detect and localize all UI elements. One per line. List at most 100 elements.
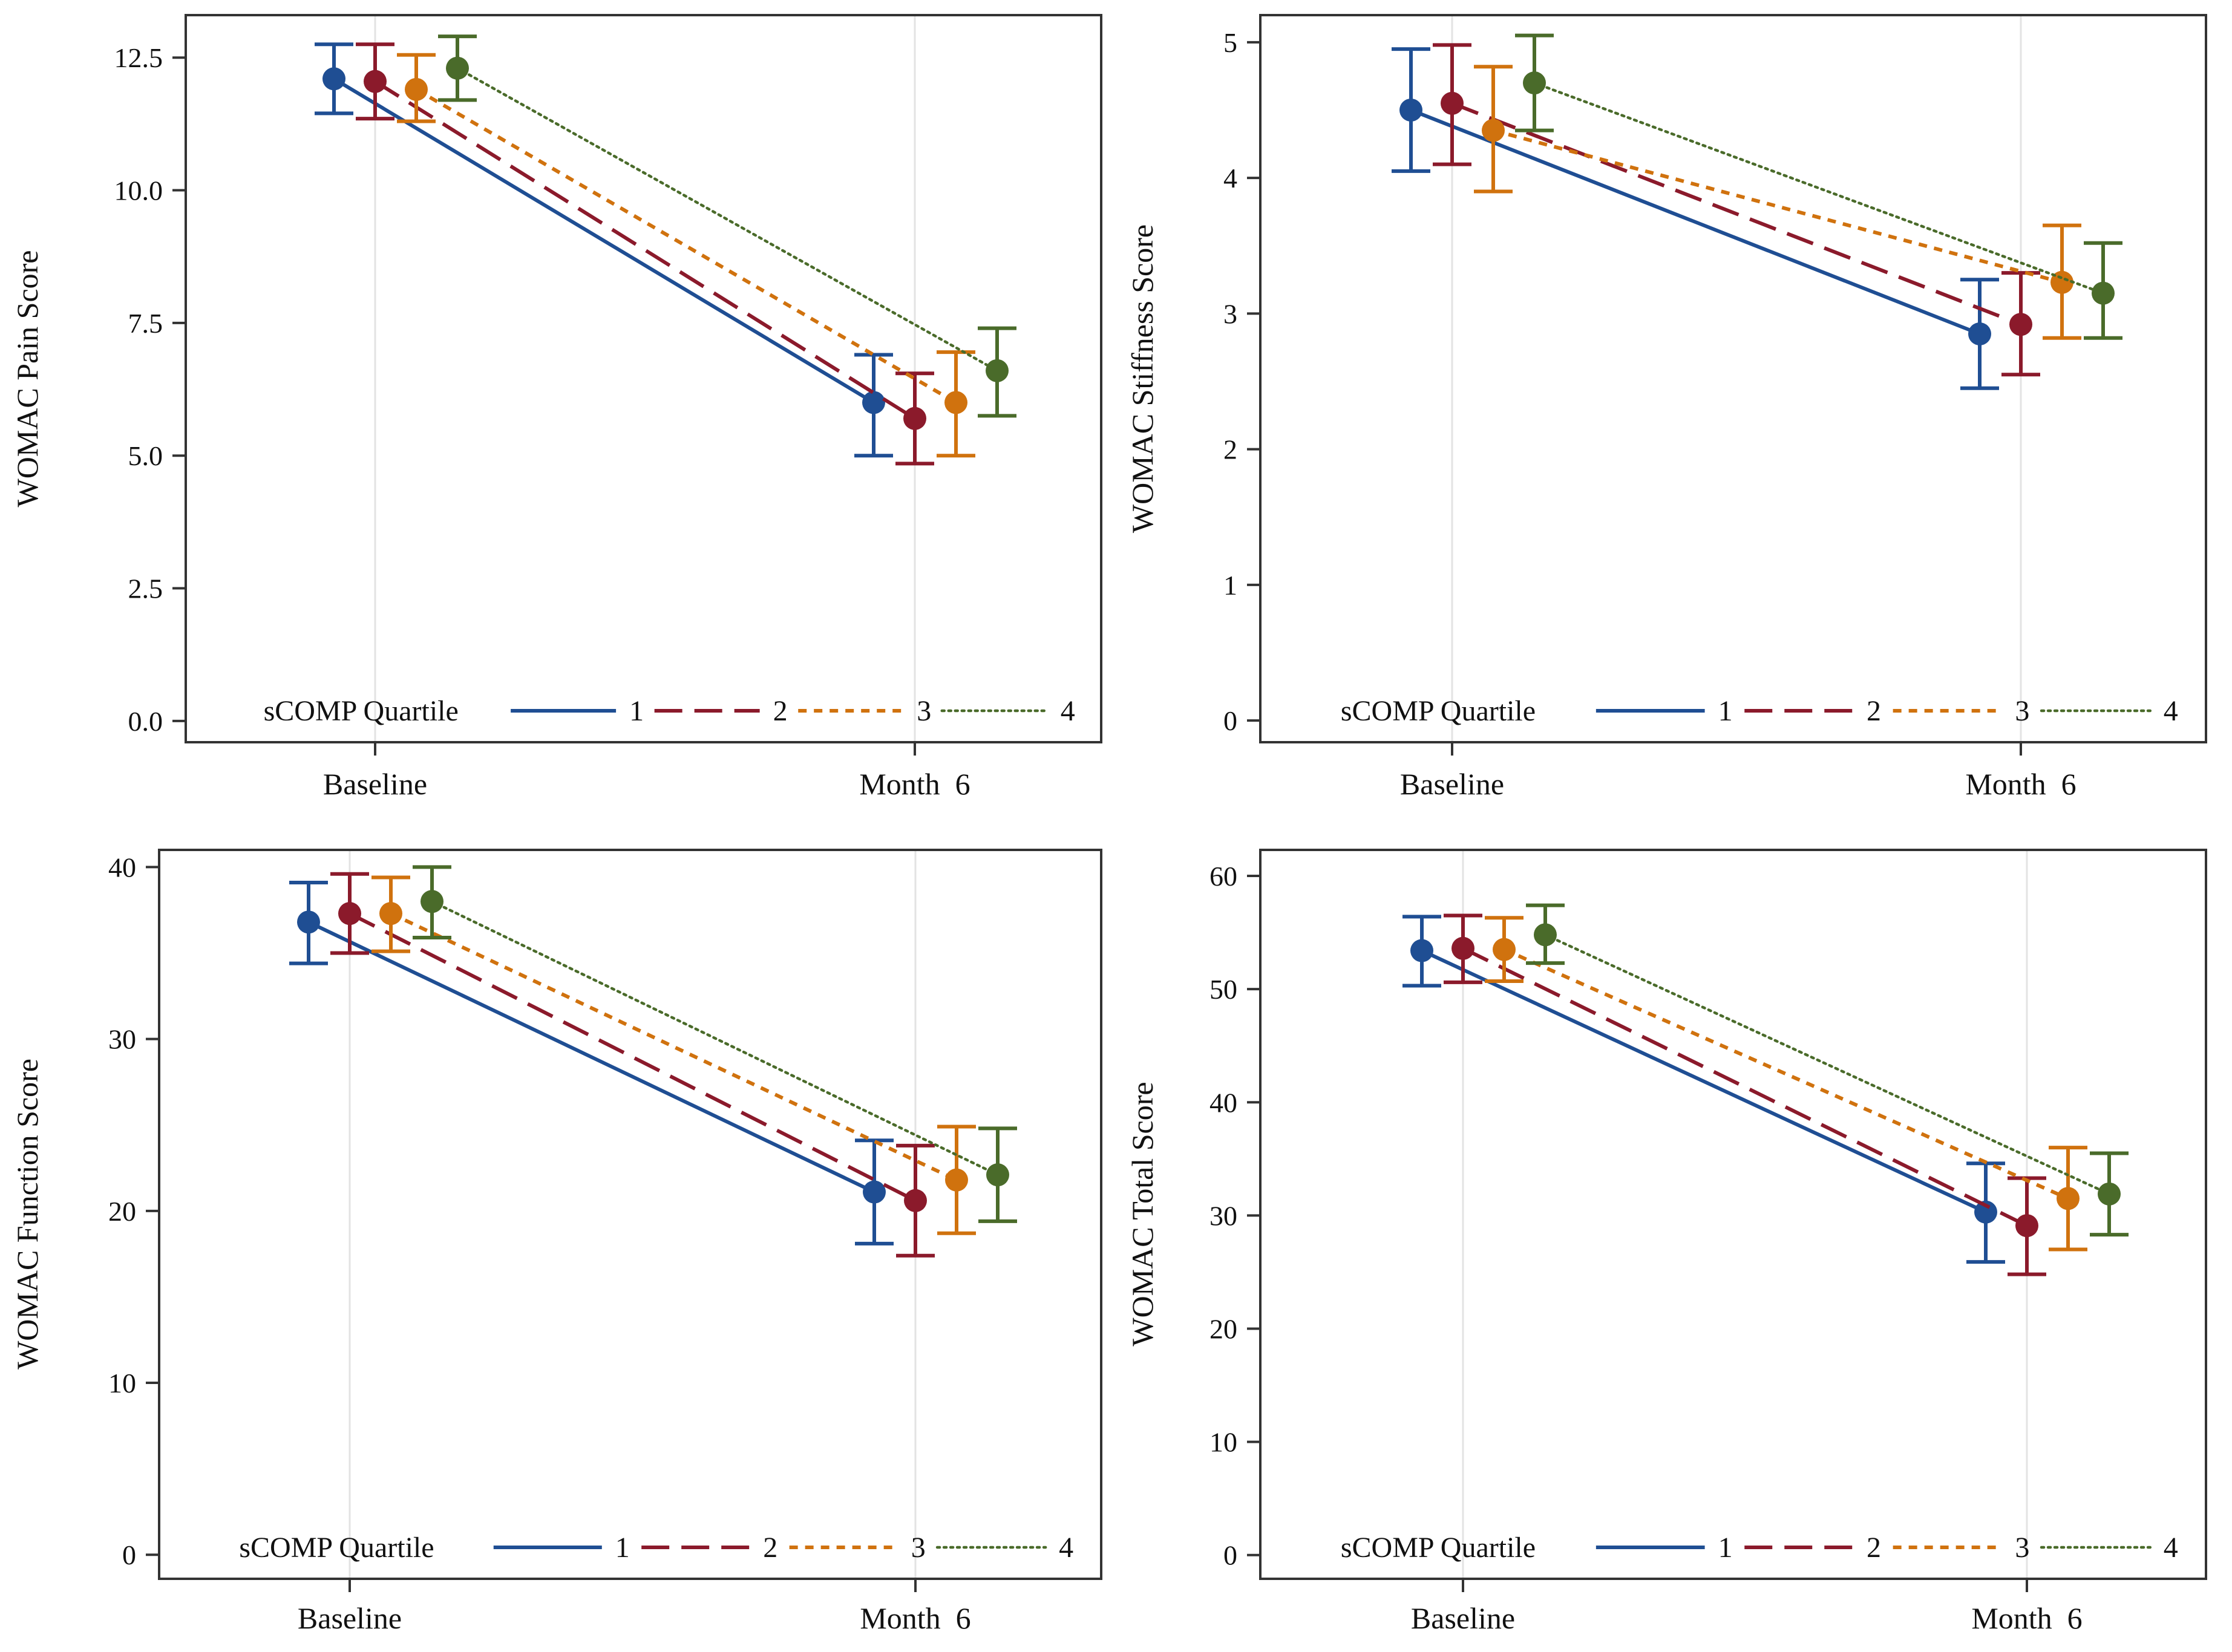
series-4-point-2 xyxy=(2092,281,2115,305)
series-1-point-1 xyxy=(1410,939,1433,962)
panel-womac-pain: WOMAC Pain Score 0.0 2.5 5.0 7.5 10.0 12.5 Bas… xyxy=(10,14,1102,801)
legend-title: sCOMP Quartile xyxy=(239,1532,434,1564)
legend-item-2: 2 xyxy=(1744,1532,1881,1564)
series-1-line xyxy=(1410,108,1981,336)
plot-frame xyxy=(158,849,1102,1580)
legend-item-4: 4 xyxy=(935,1532,1073,1564)
legend-label-2: 2 xyxy=(1867,695,1881,727)
y-tick-label: 7.5 xyxy=(128,308,163,339)
x-tick-label-month-6: Month 6 xyxy=(859,767,970,801)
legend-label-4: 4 xyxy=(1061,695,1075,727)
x-tick-label-month-6: Month 6 xyxy=(1971,1601,2082,1635)
legend-label-3: 3 xyxy=(2015,695,2029,727)
y-tick-label: 50 xyxy=(1209,974,1237,1005)
series-4-point-2 xyxy=(986,1163,1009,1187)
legend-label-1: 1 xyxy=(1718,695,1733,727)
y-tick-label: 5 xyxy=(1223,27,1237,58)
series-3-point-1 xyxy=(379,902,402,926)
series-1-point-1 xyxy=(297,910,320,934)
legend-label-4: 4 xyxy=(1059,1532,1073,1564)
legend-label-2: 2 xyxy=(763,1532,777,1564)
series-3-point-1 xyxy=(1493,938,1516,961)
panel-womac-stiffness: WOMAC Stiffness Score 0 1 2 3 4 5 Baseline Mont… xyxy=(1125,14,2207,801)
legend-title: sCOMP Quartile xyxy=(1341,695,1536,727)
y-tick-label: 4 xyxy=(1223,163,1237,194)
series-4-point-2 xyxy=(986,359,1009,382)
legend-item-4: 4 xyxy=(940,695,1075,727)
series-2-line xyxy=(1462,947,2028,1227)
legend-item-1: 1 xyxy=(1595,695,1733,727)
series-2-point-2 xyxy=(2009,313,2032,336)
x-tick-label-baseline: Baseline xyxy=(1400,767,1504,801)
y-tick-label: 12.5 xyxy=(114,42,163,73)
legend-item-3: 3 xyxy=(789,1532,926,1564)
y-tick-label: 60 xyxy=(1209,861,1237,892)
y-tick-label: 20 xyxy=(108,1196,136,1227)
y-tick-label: 0.0 xyxy=(128,706,163,737)
series-2-point-2 xyxy=(904,1189,927,1212)
series-1-line xyxy=(1421,948,1987,1214)
series-1-point-2 xyxy=(863,1180,886,1204)
y-tick-label: 0 xyxy=(1223,1540,1237,1571)
legend-item-1: 1 xyxy=(511,695,644,727)
legend: sCOMP Quartile 1 2 3 4 xyxy=(1341,1532,2178,1564)
y-tick-label: 1 xyxy=(1223,570,1237,601)
panel-womac-function: WOMAC Function Score 0 10 20 30 40 Baseline Mo… xyxy=(10,849,1102,1635)
y-tick-label: 0 xyxy=(1223,705,1237,736)
legend-item-1: 1 xyxy=(1595,1532,1733,1564)
series-2-point-1 xyxy=(364,70,387,93)
y-tick-label: 10.0 xyxy=(114,175,163,206)
legend-item-2: 2 xyxy=(1744,695,1881,727)
series-1-point-1 xyxy=(322,67,345,91)
series-3-point-2 xyxy=(2057,1187,2080,1210)
legend-label-2: 2 xyxy=(773,695,788,727)
series-4-line xyxy=(456,67,999,373)
series-4-point-1 xyxy=(1534,923,1557,947)
legend: sCOMP Quartile 1 2 3 4 xyxy=(264,695,1075,727)
series-4-line xyxy=(1533,81,2105,295)
y-tick-label: 10 xyxy=(108,1368,136,1399)
series-1-line xyxy=(333,77,875,405)
series-3-point-2 xyxy=(945,1168,968,1192)
y-axis-label: WOMAC Function Score xyxy=(10,1059,44,1370)
legend-item-3: 3 xyxy=(1893,695,2029,727)
series-2-point-2 xyxy=(903,406,926,430)
y-tick-label: 0 xyxy=(122,1539,136,1570)
legend-item-4: 4 xyxy=(2040,1532,2178,1564)
x-tick-label-baseline: Baseline xyxy=(323,767,427,801)
y-tick-label: 2 xyxy=(1223,434,1237,465)
y-tick-label: 30 xyxy=(1209,1200,1237,1231)
series-2-line xyxy=(349,912,917,1203)
y-tick-label: 10 xyxy=(1209,1427,1237,1458)
legend-title: sCOMP Quartile xyxy=(1341,1532,1536,1564)
y-axis-label: WOMAC Stiffness Score xyxy=(1125,224,1159,533)
legend-label-1: 1 xyxy=(1718,1532,1733,1564)
series-1-point-1 xyxy=(1399,98,1422,122)
series-4-point-2 xyxy=(2098,1182,2121,1206)
legend-item-2: 2 xyxy=(654,695,788,727)
legend-item-2: 2 xyxy=(641,1532,777,1564)
series-2-point-1 xyxy=(1441,91,1464,115)
series-2-point-2 xyxy=(2015,1214,2038,1238)
panel-womac-total: WOMAC Total Score 0 10 20 30 40 50 60 Baseline M… xyxy=(1125,849,2207,1635)
series-2-line xyxy=(1451,101,2022,327)
legend: sCOMP Quartile 1 2 3 4 xyxy=(239,1532,1073,1564)
legend-label-4: 4 xyxy=(2164,695,2178,727)
legend-label-4: 4 xyxy=(2164,1532,2178,1564)
plot-frame xyxy=(1259,849,2207,1580)
y-tick-label: 40 xyxy=(108,852,136,883)
legend-item-3: 3 xyxy=(798,695,931,727)
x-tick-label-baseline: Baseline xyxy=(1411,1601,1515,1635)
y-tick-label: 5.0 xyxy=(128,440,163,471)
series-4-point-1 xyxy=(421,890,443,913)
series-3-line xyxy=(415,88,957,405)
series-4-line xyxy=(1543,933,2111,1196)
y-axis-label: WOMAC Pain Score xyxy=(10,250,44,508)
x-tick-label-baseline: Baseline xyxy=(298,1601,402,1635)
series-4-point-1 xyxy=(446,56,469,80)
plot-frame xyxy=(1259,14,2207,743)
legend-title: sCOMP Quartile xyxy=(264,695,459,727)
series-1-point-2 xyxy=(1968,322,1991,345)
y-tick-label: 20 xyxy=(1209,1313,1237,1344)
legend-label-1: 1 xyxy=(629,695,644,727)
